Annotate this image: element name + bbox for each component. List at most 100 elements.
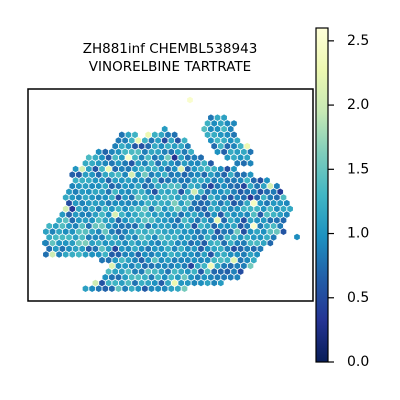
chart-title-line-1: ZH881inf CHEMBL538943 — [83, 41, 258, 57]
spot — [95, 148, 102, 156]
spot — [171, 154, 178, 161]
spot — [72, 199, 79, 207]
spot — [217, 268, 224, 275]
spot — [244, 256, 251, 264]
spot — [145, 234, 152, 241]
spot — [204, 245, 211, 253]
spot — [184, 245, 191, 253]
spot — [175, 285, 181, 292]
spot — [79, 211, 86, 218]
spot — [168, 171, 175, 178]
spot — [241, 251, 247, 258]
spot — [231, 131, 237, 139]
spot — [204, 165, 211, 173]
spot — [224, 256, 231, 264]
spot — [56, 217, 62, 224]
spot — [148, 285, 155, 292]
spot — [221, 205, 227, 213]
colorbar-tick-label: 2.0 — [347, 97, 369, 113]
spot — [118, 177, 125, 184]
spot — [102, 194, 109, 201]
colorbar-tick-label: 1.0 — [347, 226, 369, 242]
spot — [204, 268, 211, 275]
spot — [274, 228, 280, 235]
spot — [112, 222, 119, 230]
spot — [142, 228, 148, 235]
spot — [118, 211, 125, 218]
spot — [208, 239, 214, 247]
spot — [43, 228, 49, 235]
spot — [227, 262, 234, 270]
spot — [145, 245, 152, 253]
spot — [125, 165, 132, 173]
spot — [76, 182, 82, 190]
spot — [237, 177, 244, 184]
spot — [105, 177, 112, 184]
spot — [138, 256, 145, 264]
spot — [122, 148, 128, 156]
spot — [237, 142, 244, 150]
spot — [227, 194, 234, 201]
spot — [247, 194, 254, 201]
spot — [175, 251, 181, 258]
spot — [188, 171, 194, 178]
spot — [171, 222, 178, 230]
spot — [62, 205, 69, 213]
spot — [175, 228, 181, 235]
spot — [92, 188, 99, 196]
spot — [145, 131, 152, 139]
spot — [211, 199, 218, 207]
spot — [62, 228, 69, 235]
spot — [155, 182, 161, 190]
spot — [46, 234, 53, 241]
spot — [158, 142, 165, 150]
spot — [66, 199, 72, 207]
spot — [175, 171, 181, 178]
spot — [158, 268, 165, 275]
spot — [142, 148, 148, 156]
spot — [128, 251, 135, 258]
spot — [234, 239, 241, 247]
spot — [234, 182, 241, 190]
spot — [76, 205, 82, 213]
spot — [178, 177, 185, 184]
spot — [148, 262, 155, 270]
spot — [151, 279, 158, 287]
spot — [184, 142, 191, 150]
spot — [241, 262, 247, 270]
spot — [267, 217, 274, 224]
spot — [95, 217, 102, 224]
spot — [76, 194, 82, 201]
spot — [178, 222, 185, 230]
spot — [217, 142, 224, 150]
spot — [247, 160, 254, 167]
spot — [171, 131, 178, 139]
spot — [69, 194, 76, 201]
spot — [122, 160, 128, 167]
spot — [59, 211, 66, 218]
spot — [105, 165, 112, 173]
spot — [254, 228, 260, 235]
spot — [79, 222, 86, 230]
spot — [168, 217, 175, 224]
spot — [132, 142, 138, 150]
spot — [105, 222, 112, 230]
spot — [109, 194, 115, 201]
spot — [208, 160, 214, 167]
spot — [158, 165, 165, 173]
spot — [125, 279, 132, 287]
spot — [168, 274, 175, 281]
spot — [221, 228, 227, 235]
spot — [270, 199, 277, 207]
spot — [52, 234, 59, 241]
spot — [158, 256, 165, 264]
spot — [214, 251, 221, 258]
spot — [109, 217, 115, 224]
spot — [89, 285, 95, 292]
spot — [122, 274, 128, 281]
spot — [175, 137, 181, 144]
spot — [49, 239, 56, 247]
spot — [191, 222, 198, 230]
spot — [221, 148, 227, 156]
spot — [125, 222, 132, 230]
